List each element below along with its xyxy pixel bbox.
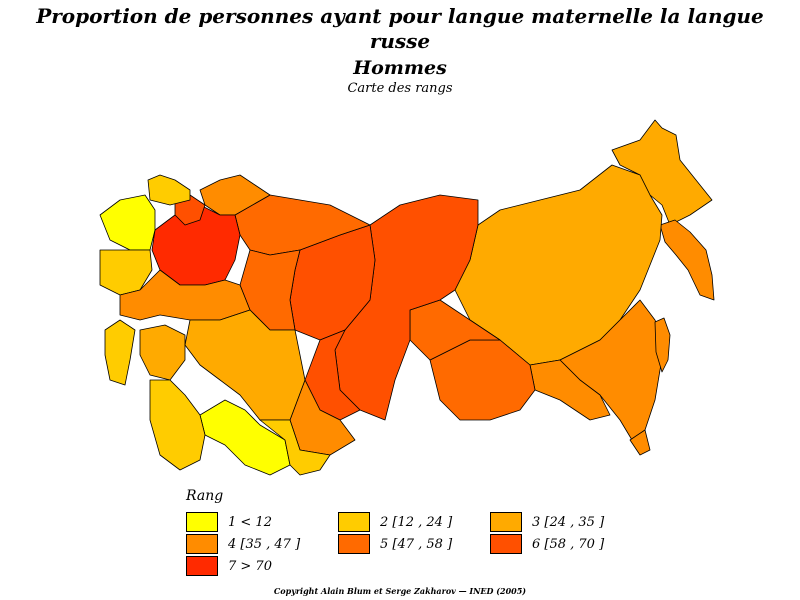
- region-sakhalin: [654, 317, 671, 373]
- region-kazakhstan-south: [259, 419, 331, 476]
- region-khabarovsk: [559, 299, 666, 441]
- region-turkmenistan: [149, 379, 206, 471]
- legend-swatch: [338, 534, 370, 554]
- legend-swatch: [186, 534, 218, 554]
- copyright-notice: Copyright Alain Blum et Serge Zakharov —…: [273, 586, 527, 596]
- region-kola: [147, 174, 191, 206]
- legend-item-rank-4: 4 [35 , 47 ]: [186, 534, 300, 554]
- legend: 1 < 12 2 [12 , 24 ] 3 [24 , 35 ] 4 [35 ,…: [186, 512, 646, 578]
- map-title-line-2: russe: [369, 29, 431, 53]
- legend-item-rank-1: 1 < 12: [186, 512, 272, 532]
- legend-item-rank-5: 5 [47 , 58 ]: [338, 534, 452, 554]
- legend-label: 5 [47 , 58 ]: [380, 536, 453, 552]
- map-title-gender: Hommes: [353, 57, 447, 79]
- legend-label: 6 [58 , 70 ]: [532, 536, 605, 552]
- legend-label: 1 < 12: [228, 514, 272, 530]
- region-moldova: [104, 319, 136, 386]
- region-ukraine-east: [119, 269, 251, 321]
- legend-item-rank-3: 3 [24 , 35 ]: [490, 512, 604, 532]
- region-kamchatka: [659, 219, 715, 301]
- legend-label: 7 > 70: [228, 558, 272, 574]
- legend-title: Rang: [186, 488, 224, 504]
- legend-swatch: [490, 512, 522, 532]
- legend-swatch: [490, 534, 522, 554]
- legend-swatch: [186, 512, 218, 532]
- map-subtitle: Carte des rangs: [347, 81, 453, 96]
- legend-item-rank-6: 6 [58 , 70 ]: [490, 534, 604, 554]
- legend-swatch: [186, 556, 218, 576]
- legend-item-rank-7: 7 > 70: [186, 556, 272, 576]
- legend-label: 4 [35 , 47 ]: [228, 536, 301, 552]
- region-baltic: [99, 194, 156, 251]
- region-primorye: [629, 429, 651, 456]
- legend-swatch: [338, 512, 370, 532]
- map-title-line-1: Proportion de personnes ayant pour langu…: [36, 4, 764, 28]
- region-komi: [234, 194, 371, 256]
- legend-item-rank-2: 2 [12 , 24 ]: [338, 512, 452, 532]
- region-caucasus: [139, 324, 186, 381]
- legend-label: 2 [12 , 24 ]: [380, 514, 453, 530]
- region-ukraine-west: [99, 249, 153, 296]
- region-amur: [529, 359, 611, 421]
- region-arkhangelsk: [199, 174, 271, 216]
- legend-label: 3 [24 , 35 ]: [532, 514, 605, 530]
